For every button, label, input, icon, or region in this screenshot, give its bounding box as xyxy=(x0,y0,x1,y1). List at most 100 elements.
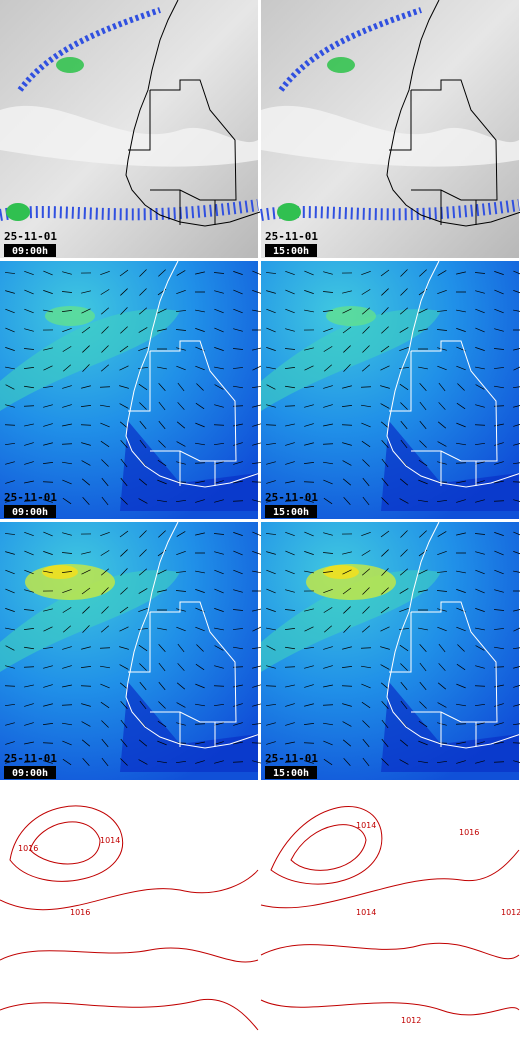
wind-arrow xyxy=(322,571,334,573)
wind-arrow xyxy=(233,569,243,575)
isobar xyxy=(270,806,383,885)
wind-arrow xyxy=(418,760,428,764)
wind-arrow xyxy=(400,288,408,296)
wind-arrow xyxy=(513,424,520,427)
wind-arrow xyxy=(43,442,53,446)
isobar-label: 1016 xyxy=(18,844,38,853)
wind-arrow xyxy=(101,587,109,595)
wind-arrow xyxy=(138,759,148,765)
wind-arrow xyxy=(195,328,205,332)
wind-arrow xyxy=(284,628,296,630)
land-low xyxy=(381,682,519,772)
wind-arrow xyxy=(5,290,15,294)
wind-arrow xyxy=(214,645,224,651)
wind-arrow xyxy=(419,701,427,709)
wind-arrow xyxy=(475,347,485,351)
wind-arrow xyxy=(138,347,148,351)
wind-arrow xyxy=(119,530,129,538)
wind-arrow xyxy=(119,345,129,353)
wind-arrow xyxy=(362,496,370,506)
wind-arrow xyxy=(5,384,15,390)
wind-arrow xyxy=(399,588,409,594)
wind-arrow xyxy=(513,760,520,763)
isobar-label: 1014 xyxy=(356,908,376,917)
wind-arrow xyxy=(233,589,243,593)
wind-arrow xyxy=(381,587,389,595)
wind-arrow xyxy=(5,461,15,465)
wind-arrow xyxy=(323,271,333,275)
wind-arrow xyxy=(252,290,262,294)
wind-arrow xyxy=(494,328,504,332)
wind-arrow xyxy=(323,588,333,594)
wind-arrow xyxy=(380,345,390,353)
wind-arrow xyxy=(304,608,314,612)
wind-arrow xyxy=(399,478,409,486)
wind-arrow xyxy=(251,722,263,726)
isobar-label: 1016 xyxy=(459,828,479,837)
wind-arrow xyxy=(284,348,296,350)
wind-arrow xyxy=(176,531,186,537)
wind-arrow xyxy=(513,405,520,408)
wind-arrow xyxy=(323,327,333,333)
wind-arrow xyxy=(24,741,34,745)
jet-band xyxy=(261,570,441,672)
land-low xyxy=(120,421,258,511)
wind-arrow xyxy=(361,307,371,315)
wind-arrow xyxy=(400,269,408,277)
date-label: 25-11-01 xyxy=(265,752,318,765)
wind-arrow xyxy=(120,587,128,595)
wind-arrow xyxy=(266,290,276,294)
wind-arrow xyxy=(5,627,15,631)
wind-arrow xyxy=(285,423,295,427)
wind-arrow xyxy=(195,271,205,275)
isobar xyxy=(9,805,123,882)
wind-arrow xyxy=(81,739,91,747)
wind-arrow xyxy=(266,551,276,555)
wind-arrow xyxy=(361,364,371,372)
wind-arrow xyxy=(43,665,53,669)
wind-arrow xyxy=(157,740,167,746)
wind-arrow xyxy=(214,551,224,555)
wind-arrow xyxy=(23,348,35,350)
jet-band xyxy=(0,309,180,411)
wind-arrow xyxy=(138,383,148,391)
wind-arrow xyxy=(213,424,225,426)
wind-arrow xyxy=(322,552,334,554)
wind-arrow xyxy=(266,366,276,370)
wind-arrow xyxy=(177,382,185,392)
wind-arrow xyxy=(475,588,485,594)
wind-arrow xyxy=(493,761,505,763)
wind-arrow xyxy=(400,700,408,710)
land-low xyxy=(120,682,258,772)
wind-arrow xyxy=(176,722,186,726)
wind-arrow xyxy=(341,685,353,687)
wind-arrow xyxy=(323,423,333,427)
wind-arrow xyxy=(62,327,72,333)
wind-arrow xyxy=(196,383,204,391)
wind-arrow xyxy=(418,366,428,370)
wind-arrow xyxy=(285,461,295,465)
wind-arrow xyxy=(5,480,15,484)
wind-panel: 25-11-01 15:00h xyxy=(261,521,520,780)
wind-arrow xyxy=(456,402,466,410)
wind-arrow xyxy=(322,310,334,312)
wind-arrow xyxy=(233,480,243,484)
wind-arrow xyxy=(139,420,147,430)
wind-arrow xyxy=(157,308,167,314)
wind-arrow xyxy=(195,480,205,484)
wind-arrow xyxy=(438,402,446,410)
wind-arrow xyxy=(362,459,370,467)
wind-arrow xyxy=(158,440,166,448)
land-low xyxy=(381,421,519,511)
wind-arrow xyxy=(342,460,352,466)
wind-arrow xyxy=(285,289,295,295)
wind-arrow xyxy=(304,531,314,537)
wind-arrow xyxy=(139,681,147,691)
wind-arrow xyxy=(158,420,166,430)
wind-arrow xyxy=(304,703,314,707)
wind-arrow xyxy=(285,480,295,484)
wind-arrow xyxy=(213,533,225,535)
wind-arrow xyxy=(399,498,409,504)
wind-arrow xyxy=(119,606,129,614)
wind-arrow xyxy=(475,499,485,503)
